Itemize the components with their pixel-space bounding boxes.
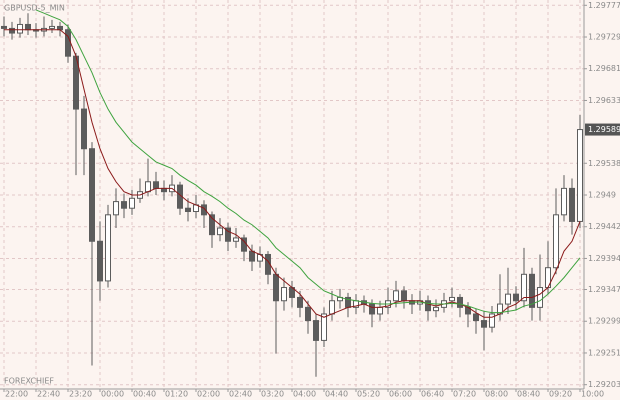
x-tick-label: 08:00: [485, 390, 508, 399]
labels: 1.29777 1.29729 1.29681 1.29633 1.29538 1.294…: [3, 1, 620, 399]
x-tick-label: 23:20: [69, 390, 92, 399]
candle-body: [433, 306, 439, 312]
x-tick-label: 06:00: [389, 390, 412, 399]
candle-body: [153, 181, 159, 189]
candle-body: [185, 207, 191, 213]
x-tick-label: 02:00: [197, 390, 220, 399]
candle-body: [273, 273, 279, 302]
candle-body: [281, 287, 287, 302]
x-tick-label: 06:40: [421, 390, 444, 399]
x-tick-label: 07:20: [453, 390, 476, 399]
marks: [1, 9, 583, 377]
y-tick-label: 1.29394: [588, 254, 620, 263]
y-tick-label: 1.29251: [588, 348, 620, 357]
x-tick-label: 22:40: [37, 390, 60, 399]
candle-body: [329, 300, 335, 315]
candle-body: [233, 237, 239, 242]
candle-body: [321, 313, 327, 341]
x-tick-label: 10:00: [581, 390, 604, 399]
x-tick-label: 04:00: [293, 390, 316, 399]
x-tick-label: 22:00: [5, 390, 28, 399]
y-tick-label: 1.29442: [588, 222, 620, 231]
candle-body: [9, 27, 15, 34]
candle-body: [89, 148, 95, 242]
candle-body: [1, 25, 7, 29]
x-tick-label: 03:20: [261, 390, 284, 399]
candle-body: [217, 227, 223, 236]
candle-body: [81, 108, 87, 150]
candle-body: [201, 204, 207, 216]
candle-body: [249, 250, 255, 262]
candle-body: [577, 129, 583, 222]
candle-body: [225, 227, 231, 242]
candle-body: [377, 306, 383, 315]
candle-body: [113, 201, 119, 216]
candle-body: [97, 240, 103, 282]
candle-body: [25, 23, 31, 31]
y-tick-label: 1.29681: [588, 64, 620, 73]
y-tick-label: 1.29203: [588, 380, 620, 389]
candle-body: [129, 197, 135, 209]
candle-body: [145, 181, 151, 193]
candle-body: [553, 214, 559, 269]
candle-body: [393, 290, 399, 302]
candle-body: [209, 214, 215, 236]
candle-body: [505, 293, 511, 305]
y-tick-label: 1.29633: [588, 96, 620, 105]
current-price-box: [585, 123, 620, 136]
candle-body: [473, 313, 479, 322]
y-tick-label: 1.29347: [588, 285, 620, 294]
x-tick-label: 05:20: [357, 390, 380, 399]
candle-body: [369, 303, 375, 315]
x-tick-label: 00:00: [101, 390, 124, 399]
moving-average: [4, 29, 581, 318]
candle-body: [529, 273, 535, 308]
candle-body: [297, 296, 303, 308]
candle-body: [537, 287, 543, 308]
candle-body: [521, 273, 527, 302]
candle-body: [449, 296, 455, 302]
chart-title: GBPUSD-5_MIN: [4, 4, 65, 13]
candle-body: [49, 25, 55, 29]
x-tick-label: 04:40: [325, 390, 348, 399]
current-price-label: 1.29589: [588, 125, 620, 134]
candle-body: [105, 214, 111, 282]
x-tick-label: 00:40: [133, 390, 156, 399]
x-tick-label: 09:20: [549, 390, 572, 399]
y-tick-label: 1.29538: [588, 159, 620, 168]
y-tick-label: 1.29729: [588, 33, 620, 42]
candle-body: [401, 290, 407, 302]
candle-body: [561, 187, 567, 216]
candle-body: [569, 187, 575, 222]
candle-body: [305, 306, 311, 322]
candle-body: [457, 296, 463, 308]
candle-body: [65, 29, 71, 57]
x-tick-label: 08:40: [517, 390, 540, 399]
candle-body: [481, 320, 487, 328]
y-tick-label: 1.29777: [588, 1, 620, 10]
candle-body: [17, 23, 23, 34]
candle-body: [121, 201, 127, 209]
candle-body: [513, 293, 519, 302]
y-tick-label: 1.29299: [588, 317, 620, 326]
y-tick-label: 1.2949: [588, 190, 616, 199]
x-tick-label: 01:20: [165, 390, 188, 399]
candle-body: [489, 313, 495, 328]
broker-label: FOREXCHIEF: [4, 377, 54, 386]
candle-body: [425, 300, 431, 312]
candle-body: [313, 320, 319, 341]
x-tick-label: 02:40: [229, 390, 252, 399]
moving-average: [35, 9, 581, 314]
